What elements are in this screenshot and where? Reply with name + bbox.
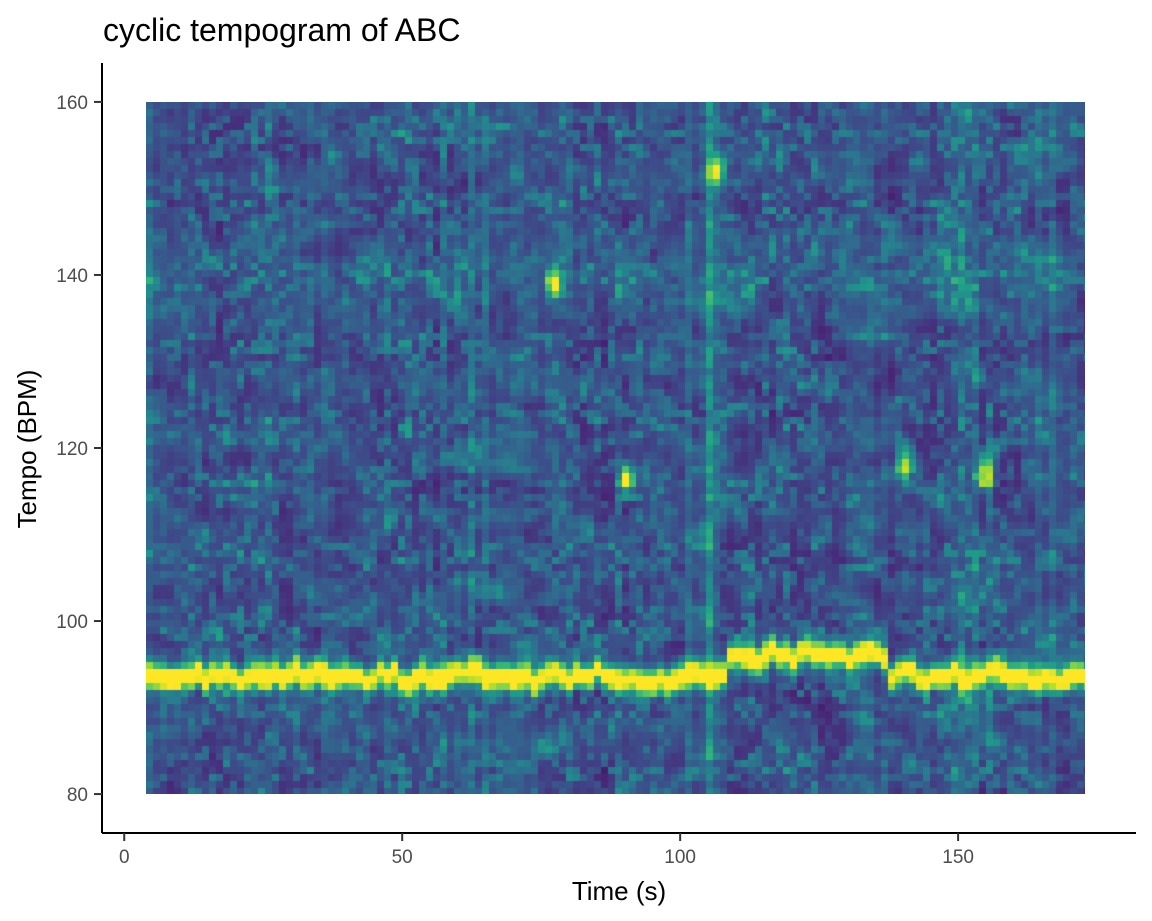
y-axis-ticks: 80 100 120 140 160 xyxy=(56,93,102,806)
x-tick-label: 100 xyxy=(664,847,696,868)
x-tick-label: 0 xyxy=(119,847,130,868)
chart-title: cyclic tempogram of ABC xyxy=(103,12,460,48)
y-tick-label: 100 xyxy=(56,612,88,633)
y-axis-title: Tempo (BPM) xyxy=(12,370,42,529)
heatmap-raster xyxy=(146,102,1085,794)
x-tick-label: 150 xyxy=(942,847,974,868)
y-tick-label: 160 xyxy=(56,93,88,114)
y-tick-label: 140 xyxy=(56,266,88,287)
x-axis-ticks: 0 50 100 150 xyxy=(119,833,974,868)
x-tick-label: 50 xyxy=(392,847,413,868)
x-axis-title: Time (s) xyxy=(572,876,666,906)
heatmap xyxy=(146,102,1085,794)
y-tick-label: 80 xyxy=(67,785,88,806)
y-tick-label: 120 xyxy=(56,439,88,460)
heatmap-cells xyxy=(146,102,1085,794)
